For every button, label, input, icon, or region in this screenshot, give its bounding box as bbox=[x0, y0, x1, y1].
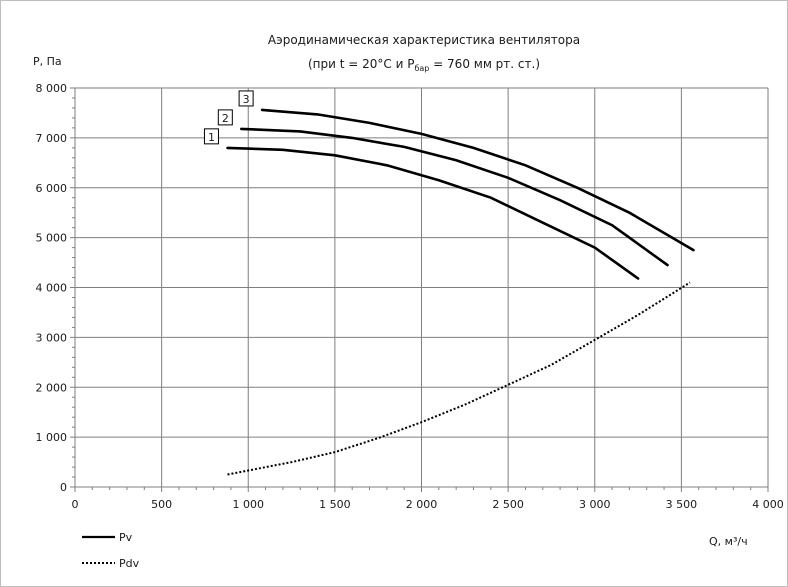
x-tick-label: 500 bbox=[151, 498, 172, 511]
curve-labels: 12 3 bbox=[203, 90, 254, 145]
y-tick-label: 6 000 bbox=[36, 182, 68, 195]
legend-pdv-label: Pdv bbox=[119, 557, 140, 570]
curve-label-box bbox=[217, 109, 233, 126]
legend-pv-label: Pv bbox=[119, 531, 133, 544]
x-tick-label: 0 bbox=[72, 498, 79, 511]
y-tick-label: 2 000 bbox=[36, 381, 68, 394]
y-tick-label: 0 bbox=[60, 481, 67, 494]
y-tick-label: 1 000 bbox=[36, 431, 68, 444]
grid-lines bbox=[75, 87, 769, 487]
chart-subtitle: (при t = 20°C и Pбар = 760 мм рт. ст.) bbox=[308, 57, 540, 73]
x-tick-label: 1 000 bbox=[233, 498, 265, 511]
x-tick-label: 3 500 bbox=[666, 498, 698, 511]
y-tick-labels: 0 1 000 2 000 3 000 4 000 5 000 6 000 7 000 8 00… bbox=[36, 82, 68, 494]
tick-marks bbox=[70, 87, 769, 492]
x-tick-label: 4 000 bbox=[752, 498, 784, 511]
series-pdv-line bbox=[227, 281, 691, 476]
curve-label-box bbox=[203, 128, 219, 145]
curve-label-1: 1 bbox=[208, 131, 215, 144]
curve-label-box bbox=[238, 90, 254, 107]
series-pv-3-line bbox=[260, 108, 695, 252]
x-tick-label: 2 500 bbox=[492, 498, 524, 511]
curve-label-2: 2 bbox=[222, 112, 229, 125]
series-pv-1-line bbox=[226, 146, 640, 280]
y-axis-title: P, Па bbox=[33, 55, 62, 68]
legend: Pv Pdv bbox=[82, 531, 140, 570]
x-axis-title: Q, м³/ч bbox=[709, 535, 748, 548]
curve-label-3: 3 bbox=[243, 93, 250, 106]
y-tick-label: 7 000 bbox=[36, 132, 68, 145]
x-tick-label: 2 000 bbox=[406, 498, 438, 511]
x-tick-label: 1 500 bbox=[319, 498, 351, 511]
chart-title: Аэродинамическая характеристика вентилят… bbox=[268, 33, 580, 47]
y-tick-label: 3 000 bbox=[36, 331, 68, 344]
x-tick-labels: 0 500 1 000 1 500 2 000 2 500 3 000 3 500 4 000 bbox=[72, 498, 784, 511]
y-tick-label: 4 000 bbox=[36, 282, 68, 295]
x-tick-label: 3 000 bbox=[579, 498, 611, 511]
series-lines bbox=[226, 108, 695, 476]
series-pv-2-line bbox=[240, 127, 669, 267]
y-tick-label: 8 000 bbox=[36, 82, 68, 95]
y-tick-label: 5 000 bbox=[36, 232, 68, 245]
